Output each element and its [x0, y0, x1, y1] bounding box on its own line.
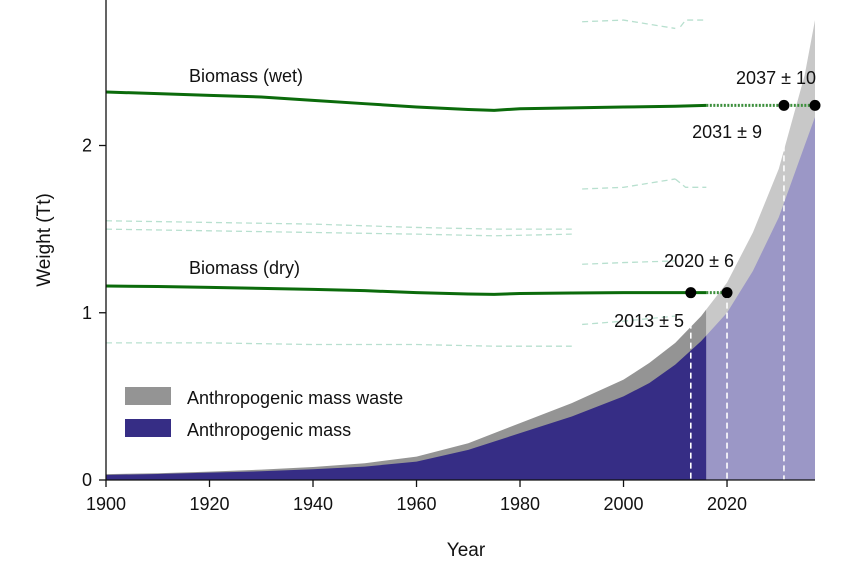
- annotation-biomass-dry: Biomass (dry): [189, 258, 300, 278]
- crossing-label-2020: 2020 ± 6: [664, 251, 734, 271]
- ghost-trace-7: [582, 315, 676, 326]
- crossing-label-2037: 2037 ± 10: [736, 68, 816, 88]
- x-tick-label-2000: 2000: [603, 494, 643, 514]
- y-axis-label: Weight (Tt): [34, 193, 55, 287]
- crossing-point-2020: [721, 287, 733, 299]
- biomass-line-wet: [105, 90, 707, 112]
- annotation-biomass-wet: Biomass (wet): [189, 66, 303, 86]
- x-tick-label-1940: 1940: [293, 494, 333, 514]
- legend-swatch-waste: [125, 387, 171, 405]
- y-tick-label-1: 1: [82, 303, 92, 323]
- area-mass-projected: [706, 117, 815, 480]
- biomass-lines: [105, 90, 815, 296]
- ghost-trace-2: [582, 178, 676, 190]
- x-tick-label-1920: 1920: [189, 494, 229, 514]
- crossing-point-2031: [778, 99, 790, 111]
- ghost-trace-1: [679, 19, 707, 28]
- x-tick-label-1900: 1900: [86, 494, 126, 514]
- area-mass-observed: [106, 335, 707, 480]
- ghost-trace-3: [674, 178, 707, 188]
- x-tick-label-2020: 2020: [707, 494, 747, 514]
- crossing-point-2037: [809, 99, 821, 111]
- ghost-trace-6: [582, 260, 676, 265]
- x-ticks: 1900 1920 1940 1960 1980 2000 2020: [86, 480, 747, 514]
- legend: Anthropogenic mass waste Anthropogenic m…: [125, 387, 403, 440]
- x-axis-label: Year: [447, 540, 486, 561]
- ghost-trace-4: [105, 220, 572, 230]
- background-trace-lines: [105, 19, 707, 347]
- y-tick-label-0: 0: [82, 470, 92, 490]
- legend-swatch-mass: [125, 419, 171, 437]
- crossing-label-2013: 2013 ± 5: [614, 311, 684, 331]
- crossing-label-2031: 2031 ± 9: [692, 122, 762, 142]
- legend-label-waste: Anthropogenic mass waste: [187, 388, 403, 408]
- x-tick-label-1960: 1960: [396, 494, 436, 514]
- ghost-trace-0: [582, 19, 676, 30]
- y-tick-label-2: 2: [82, 136, 92, 156]
- axes: [105, 0, 815, 481]
- biomass-line-dry: [105, 284, 707, 296]
- crossing-point-2013: [685, 287, 697, 299]
- ghost-trace-8: [106, 342, 572, 347]
- y-ticks: 0 1 2: [82, 136, 106, 490]
- area-series: [106, 20, 815, 480]
- legend-label-mass: Anthropogenic mass: [187, 420, 351, 440]
- ghost-trace-5: [105, 228, 572, 237]
- crossing-points: [685, 99, 821, 299]
- x-tick-label-1980: 1980: [500, 494, 540, 514]
- crossing-year-lines: [689, 105, 785, 480]
